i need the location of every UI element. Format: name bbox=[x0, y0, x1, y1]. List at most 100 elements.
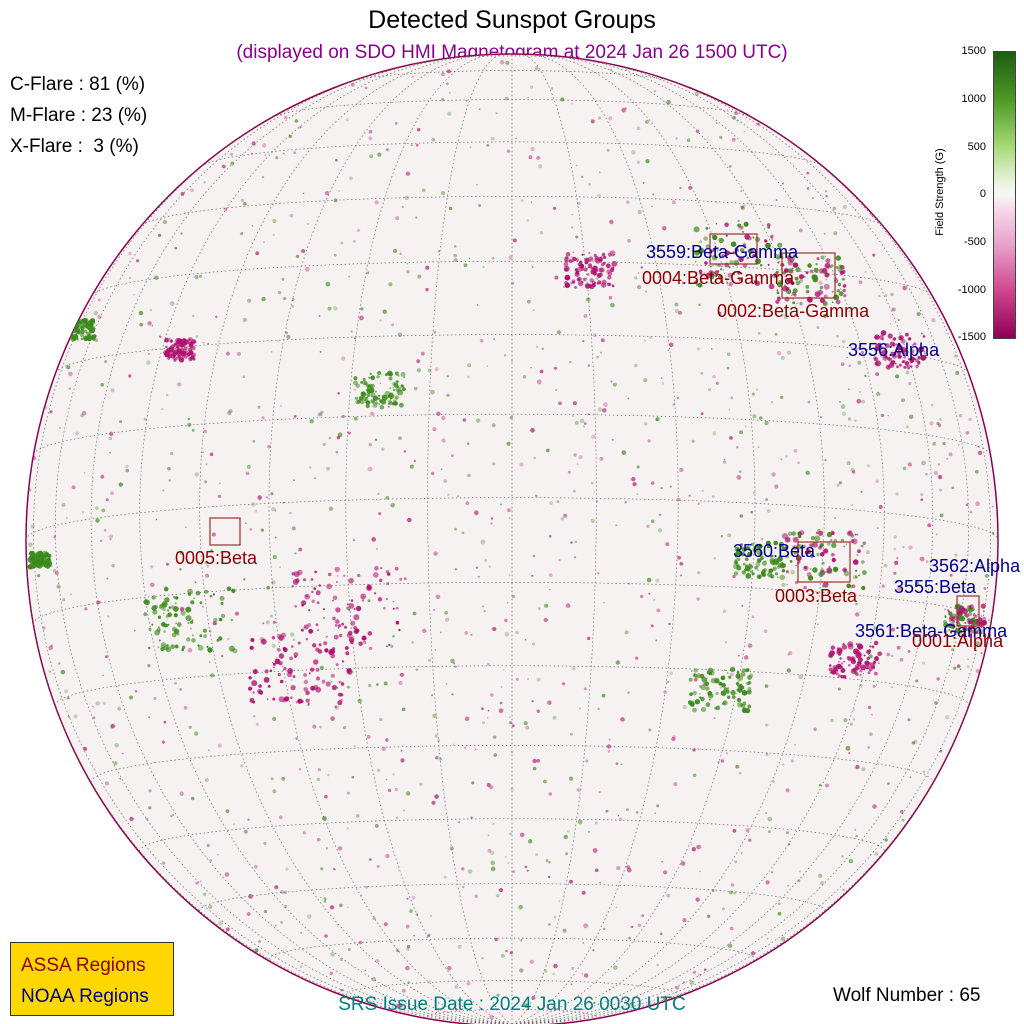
field-speckle bbox=[381, 746, 386, 751]
field-speckle bbox=[575, 164, 578, 167]
field-speckle bbox=[252, 714, 256, 718]
field-speckle bbox=[92, 705, 94, 708]
field-speckle bbox=[301, 600, 307, 606]
field-speckle bbox=[637, 285, 642, 290]
field-speckle bbox=[861, 585, 866, 591]
field-speckle bbox=[964, 622, 967, 624]
field-speckle bbox=[307, 223, 309, 225]
field-speckle bbox=[174, 348, 177, 350]
field-speckle bbox=[867, 746, 871, 749]
field-speckle bbox=[858, 574, 860, 577]
field-speckle bbox=[161, 602, 168, 608]
field-speckle bbox=[210, 673, 215, 678]
field-speckle bbox=[907, 351, 910, 354]
field-speckle bbox=[474, 894, 478, 898]
field-speckle bbox=[967, 620, 972, 625]
field-speckle bbox=[655, 418, 659, 422]
field-speckle bbox=[742, 243, 747, 247]
field-speckle bbox=[879, 335, 884, 340]
field-speckle bbox=[905, 332, 909, 337]
field-speckle bbox=[399, 577, 403, 581]
field-speckle bbox=[176, 355, 182, 360]
field-speckle bbox=[951, 486, 955, 490]
field-speckle bbox=[968, 629, 971, 633]
field-speckle bbox=[398, 436, 402, 441]
field-speckle bbox=[328, 650, 334, 655]
field-speckle bbox=[881, 584, 885, 588]
field-speckle bbox=[592, 282, 595, 285]
field-speckle bbox=[343, 574, 346, 577]
field-speckle bbox=[748, 838, 752, 842]
field-speckle bbox=[366, 396, 368, 399]
field-speckle bbox=[841, 411, 847, 416]
field-speckle bbox=[741, 552, 746, 557]
field-speckle bbox=[330, 716, 335, 721]
field-speckle bbox=[324, 648, 329, 653]
field-speckle bbox=[165, 393, 169, 397]
field-speckle bbox=[405, 965, 410, 971]
field-speckle bbox=[176, 346, 179, 349]
field-speckle bbox=[299, 965, 303, 968]
field-speckle bbox=[203, 634, 208, 638]
field-speckle bbox=[195, 590, 201, 596]
field-speckle bbox=[293, 652, 299, 657]
field-speckle bbox=[247, 298, 252, 303]
field-speckle bbox=[199, 880, 202, 883]
field-speckle bbox=[486, 717, 489, 719]
field-speckle bbox=[488, 565, 492, 569]
field-speckle bbox=[787, 885, 789, 887]
field-speckle bbox=[277, 672, 281, 677]
field-speckle bbox=[347, 685, 350, 689]
field-speckle bbox=[596, 355, 599, 359]
field-speckle bbox=[146, 360, 151, 365]
field-speckle bbox=[575, 235, 579, 239]
field-speckle bbox=[592, 848, 598, 853]
field-speckle bbox=[750, 511, 753, 514]
field-speckle bbox=[697, 571, 701, 575]
field-speckle bbox=[395, 816, 399, 820]
field-speckle bbox=[706, 277, 709, 280]
field-speckle bbox=[770, 558, 774, 563]
field-speckle bbox=[35, 553, 41, 559]
field-speckle bbox=[360, 380, 364, 384]
field-speckle bbox=[895, 374, 900, 379]
longitude-line bbox=[268, 54, 513, 1024]
field-speckle bbox=[541, 347, 544, 350]
field-speckle bbox=[883, 563, 888, 568]
field-speckle bbox=[350, 82, 355, 87]
field-speckle bbox=[272, 233, 275, 236]
field-speckle bbox=[942, 441, 946, 446]
field-speckle bbox=[199, 634, 203, 638]
field-speckle bbox=[359, 315, 364, 321]
field-speckle bbox=[545, 448, 550, 453]
field-speckle bbox=[168, 337, 171, 340]
field-speckle bbox=[689, 980, 695, 985]
field-speckle bbox=[841, 855, 844, 858]
field-speckle bbox=[267, 698, 269, 700]
field-speckle bbox=[366, 388, 370, 392]
field-speckle bbox=[575, 257, 579, 262]
field-speckle bbox=[280, 920, 284, 924]
field-speckle bbox=[476, 304, 479, 306]
field-speckle bbox=[674, 302, 679, 307]
field-speckle bbox=[374, 438, 378, 442]
field-speckle bbox=[799, 302, 803, 306]
field-speckle bbox=[318, 584, 322, 587]
field-speckle bbox=[835, 255, 841, 261]
field-speckle bbox=[795, 280, 801, 286]
field-speckle bbox=[251, 141, 256, 146]
field-speckle bbox=[285, 331, 288, 335]
field-speckle bbox=[67, 696, 70, 700]
field-speckle bbox=[709, 274, 715, 280]
field-speckle bbox=[896, 586, 902, 592]
field-speckle bbox=[938, 475, 943, 480]
field-speckle bbox=[329, 971, 334, 976]
field-speckle bbox=[305, 698, 310, 703]
field-speckle bbox=[693, 677, 698, 682]
field-speckle bbox=[612, 382, 617, 387]
field-speckle bbox=[911, 359, 915, 363]
field-speckle bbox=[530, 85, 534, 89]
field-speckle bbox=[388, 372, 393, 377]
field-speckle bbox=[337, 692, 342, 697]
field-speckle bbox=[855, 348, 859, 351]
